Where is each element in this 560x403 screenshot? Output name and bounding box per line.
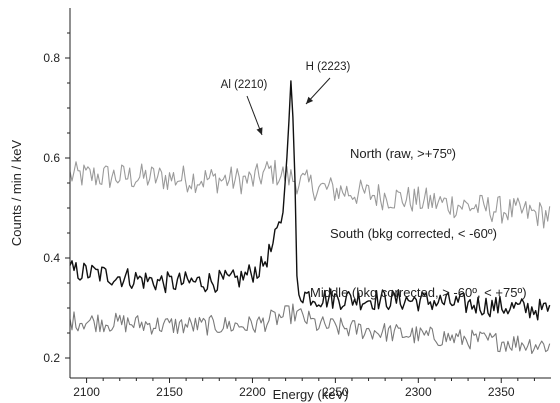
annotation-arrowhead-0 [256, 127, 263, 135]
y-tick-label: 0.2 [43, 351, 60, 365]
annotation-label-1: H (2223) [306, 61, 351, 73]
series-label-0: North (raw, >+75º) [350, 146, 456, 161]
text-layer: 2100 2150 2200 2250 2300 2350 0.2 0.4 0.6 0.8 Ener… [9, 51, 527, 402]
x-tick-label: 2200 [239, 385, 266, 399]
series-line-0 [69, 159, 551, 229]
annotation-arrowhead-1 [306, 96, 314, 104]
annotation-label-0: Al (2210) [221, 79, 268, 91]
series-layer [69, 80, 551, 355]
y-tick-label: 0.6 [43, 151, 60, 165]
y-tick-label: 0.4 [43, 251, 60, 265]
series-line-2 [69, 303, 551, 355]
x-tick-label: 2100 [73, 385, 100, 399]
y-tick-label: 0.8 [43, 51, 60, 65]
x-tick-label: 2350 [488, 385, 515, 399]
x-tick-label: 2150 [156, 385, 183, 399]
x-tick-label: 2250 [322, 385, 349, 399]
x-tick-label: 2300 [405, 385, 432, 399]
series-line-1 [69, 80, 551, 321]
series-label-2: Middle (bkg corrected, > -60º, < +75º) [310, 285, 527, 300]
y-axis-title: Counts / min / keV [9, 140, 24, 247]
axes-layer [65, 8, 551, 383]
series-label-1: South (bkg corrected, < -60º) [330, 226, 497, 241]
x-axis-title: Energy (keV) [273, 387, 349, 402]
